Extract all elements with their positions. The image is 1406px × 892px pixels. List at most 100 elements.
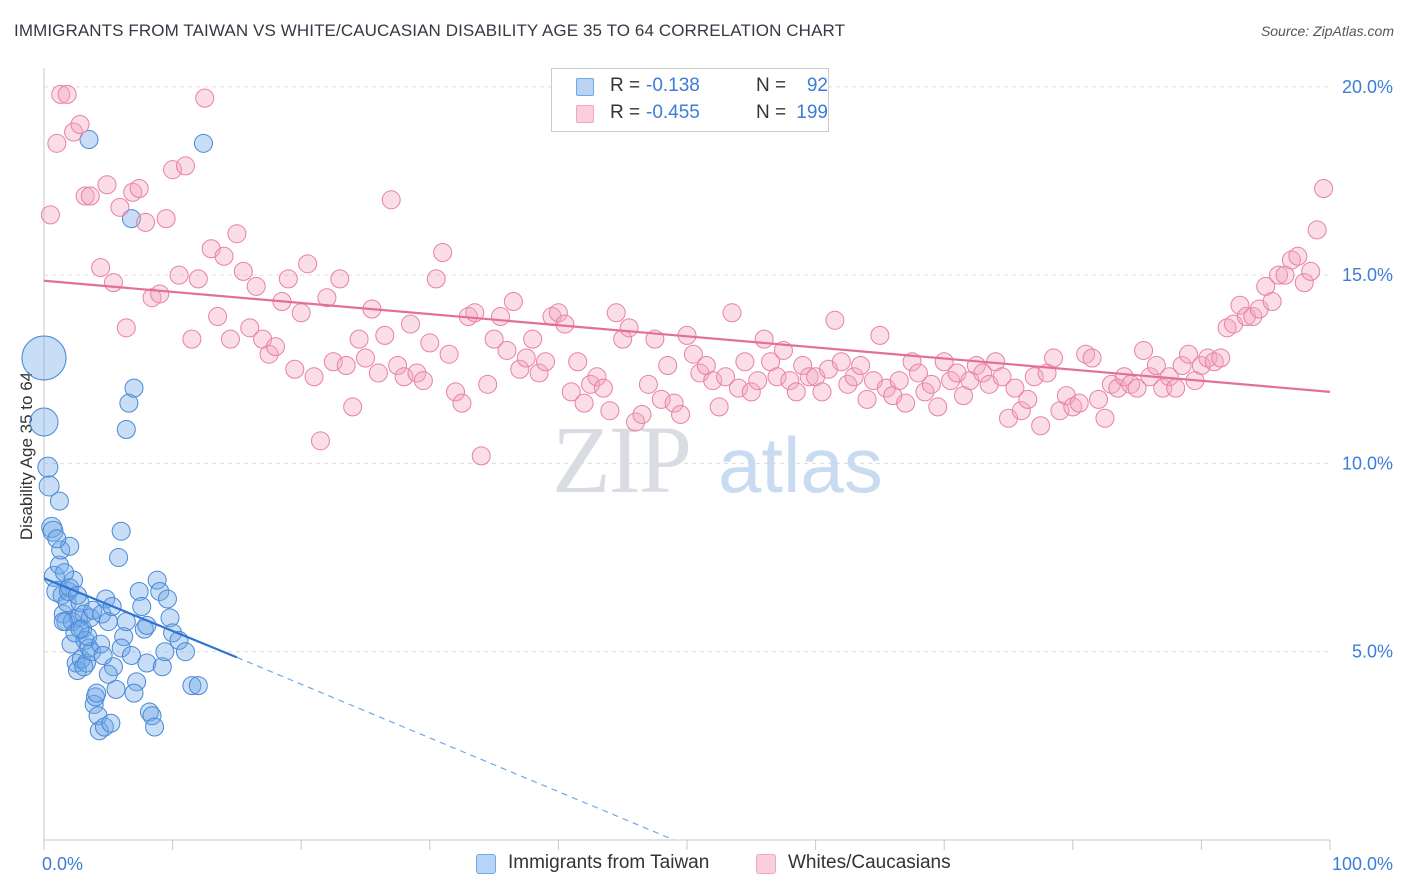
point-white-19	[163, 160, 183, 180]
point-taiwan-3	[38, 475, 60, 497]
point-white-107	[728, 378, 748, 398]
series-whites-caucasians	[40, 84, 1334, 466]
series-immigrants-from-taiwan	[21, 130, 213, 741]
point-taiwan-42	[101, 713, 121, 733]
point-taiwan-71	[193, 133, 213, 153]
y-tick-label-3: 20.0%	[1342, 77, 1393, 97]
point-white-10	[103, 273, 123, 293]
legend-r-label: R =	[610, 102, 641, 123]
point-white-117	[793, 356, 813, 376]
point-white-58	[413, 371, 433, 391]
point-white-47	[343, 397, 363, 417]
point-white-100	[683, 344, 703, 364]
point-white-74	[516, 348, 536, 368]
point-white-28	[220, 329, 240, 349]
point-white-73	[510, 359, 530, 379]
point-white-43	[317, 288, 337, 308]
legend-n-label: N =	[756, 75, 787, 96]
point-white-62	[439, 344, 459, 364]
grid-lines	[44, 86, 1330, 653]
point-white-23	[188, 269, 208, 289]
point-white-136	[915, 382, 935, 402]
point-white-44	[323, 352, 343, 372]
point-white-57	[407, 363, 427, 383]
point-white-172	[1146, 356, 1166, 376]
point-taiwan-61	[150, 581, 170, 601]
point-white-37	[278, 269, 298, 289]
point-white-17	[150, 284, 170, 304]
point-taiwan-33	[84, 694, 104, 714]
point-white-91	[626, 412, 646, 432]
point-taiwan-62	[152, 657, 172, 677]
point-white-38	[285, 359, 305, 379]
point-white-148	[992, 367, 1012, 387]
point-taiwan-57	[139, 702, 159, 722]
point-white-183	[1217, 318, 1237, 338]
point-white-123	[831, 352, 851, 372]
point-white-115	[780, 371, 800, 391]
point-white-153	[1024, 367, 1044, 387]
point-white-103	[703, 371, 723, 391]
point-taiwan-79	[98, 664, 118, 684]
point-white-72	[503, 291, 523, 311]
point-white-132	[889, 371, 909, 391]
point-white-187	[1243, 307, 1263, 327]
point-taiwan-80	[111, 638, 131, 658]
point-white-1	[47, 133, 67, 153]
point-white-84	[581, 374, 601, 394]
point-taiwan-52	[127, 672, 147, 692]
point-taiwan-54	[132, 597, 152, 617]
point-white-167	[1114, 367, 1134, 387]
point-taiwan-84	[53, 612, 73, 632]
point-white-42	[310, 431, 330, 451]
series-label-white: Whites/Caucasians	[788, 852, 951, 873]
point-white-191	[1269, 265, 1289, 285]
point-white-77	[536, 352, 556, 372]
point-white-120	[812, 382, 832, 402]
point-white-8	[91, 258, 111, 278]
point-white-113	[767, 367, 787, 387]
point-taiwan-48	[116, 420, 136, 440]
series-label-taiwan: Immigrants from Taiwan	[508, 852, 710, 873]
point-white-93	[638, 374, 658, 394]
point-taiwan-85	[70, 619, 90, 639]
point-taiwan-47	[114, 627, 134, 647]
point-white-135	[908, 363, 928, 383]
point-white-52	[375, 325, 395, 345]
point-white-76	[529, 363, 549, 383]
point-white-185	[1230, 295, 1250, 315]
point-white-56	[401, 314, 421, 334]
point-taiwan-64	[157, 589, 177, 609]
point-white-41	[304, 367, 324, 387]
point-white-104	[709, 397, 729, 417]
point-white-7	[80, 186, 100, 206]
point-white-82	[568, 352, 588, 372]
point-white-156	[1044, 348, 1064, 368]
point-white-124	[838, 374, 858, 394]
point-taiwan-16	[61, 634, 81, 654]
point-white-59	[420, 333, 440, 353]
point-white-138	[928, 397, 948, 417]
y-tick-label-0: 5.0%	[1352, 642, 1393, 662]
trend-line-taiwan-extension	[236, 656, 675, 841]
y-axis-label: Disability Age 35 to 64	[17, 372, 36, 540]
trend-line-white	[43, 279, 1331, 393]
correlation-legend: R = -0.138 N = 92 R = -0.455 N = 199	[551, 68, 829, 132]
point-white-170	[1134, 340, 1154, 360]
point-taiwan-35	[87, 683, 107, 703]
point-white-4	[64, 122, 84, 142]
point-white-90	[619, 318, 639, 338]
point-white-166	[1108, 378, 1128, 398]
point-white-145	[973, 363, 993, 383]
point-white-27	[214, 246, 234, 266]
point-taiwan-74	[55, 563, 75, 583]
point-white-129	[870, 325, 890, 345]
point-white-163	[1089, 389, 1109, 409]
y-tick-labels: 5.0% 10.0% 15.0% 20.0%	[1342, 77, 1393, 662]
source-label: Source: ZipAtlas.com	[1260, 23, 1394, 39]
point-taiwan-58	[142, 706, 162, 726]
point-white-60	[426, 269, 446, 289]
point-taiwan-72	[79, 130, 99, 150]
point-taiwan-86	[74, 657, 94, 677]
